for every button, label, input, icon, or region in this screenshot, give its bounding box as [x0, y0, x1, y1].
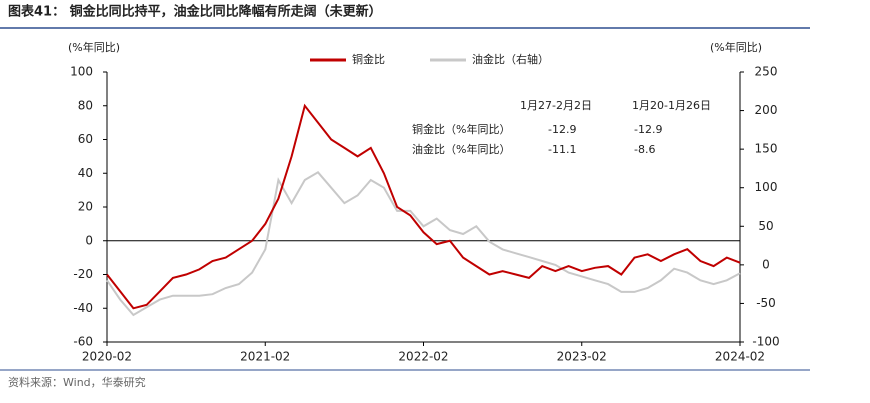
- table-cell: -12.9: [634, 123, 662, 136]
- y-tick-label: 80: [78, 98, 93, 112]
- y-tick-label: 60: [78, 132, 93, 146]
- legend-label: 铜金比: [352, 52, 385, 66]
- series-line: [106, 103, 741, 310]
- series-line: [106, 171, 741, 317]
- y2-tick-label: 0: [762, 257, 770, 271]
- y-tick-label: -20: [73, 267, 93, 281]
- table-header: 1月20-1月26日: [632, 99, 711, 112]
- table-cell: -12.9: [548, 123, 576, 136]
- table-cell: -11.1: [548, 143, 576, 156]
- y-axis-title: (%年同比): [68, 40, 120, 54]
- y-tick-label: 0: [85, 233, 93, 247]
- table-header: 1月27-2月2日: [520, 99, 592, 112]
- chart-title: 图表41： 铜金比同比持平，油金比同比降幅有所走阔（未更新）: [8, 4, 382, 20]
- y2-tick-label: -50: [756, 296, 776, 310]
- x-tick-label: 2024-02: [715, 350, 765, 364]
- x-tick-label: 2020-02: [82, 350, 132, 364]
- y-tick-label: -60: [73, 335, 93, 349]
- y2-tick-label: 250: [755, 65, 778, 79]
- y2-tick-label: 50: [758, 219, 773, 233]
- x-tick-label: 2022-02: [398, 350, 448, 364]
- y-tick-label: -40: [73, 301, 93, 315]
- table-cell: -8.6: [634, 143, 655, 156]
- legend-label: 油金比（右轴）: [472, 52, 549, 66]
- y2-tick-label: 150: [755, 142, 778, 156]
- y-tick-label: 40: [78, 166, 93, 180]
- y2-axis-title: (%年同比): [710, 40, 762, 54]
- y-tick-label: 100: [70, 65, 93, 79]
- source: 资料来源：Wind，华泰研究: [8, 375, 146, 389]
- x-tick-label: 2023-02: [557, 350, 607, 364]
- x-tick-label: 2021-02: [240, 350, 290, 364]
- y2-tick-label: 100: [755, 180, 778, 194]
- y2-tick-label: 200: [755, 103, 778, 117]
- table-row-label: 铜金比（%年同比）: [412, 122, 510, 136]
- y2-tick-label: -100: [752, 335, 779, 349]
- y-tick-label: 20: [78, 200, 93, 214]
- table-row-label: 油金比（%年同比）: [412, 142, 510, 156]
